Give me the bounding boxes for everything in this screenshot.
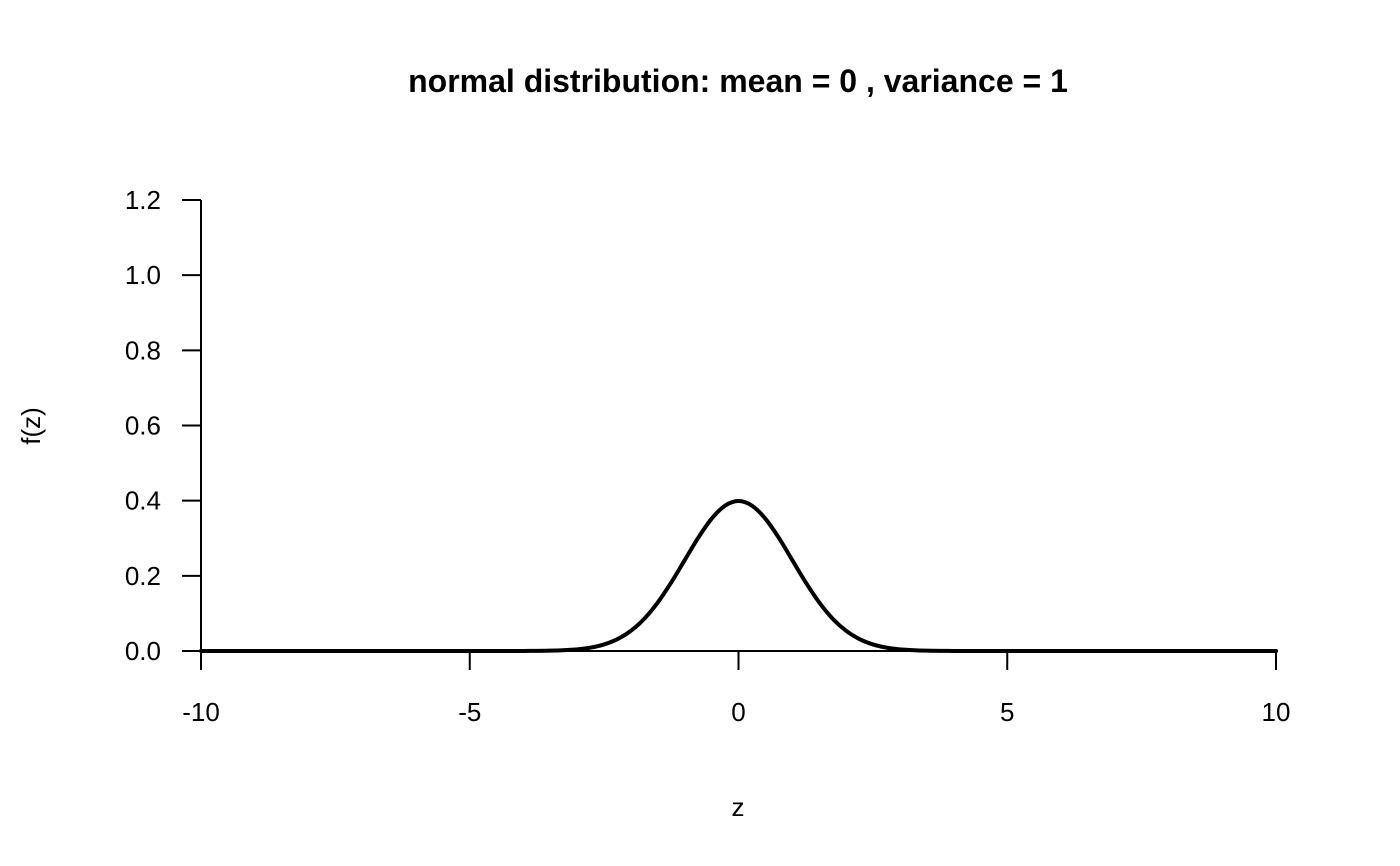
density-curve: [199, 499, 1278, 654]
x-tick-label: 10: [1262, 697, 1291, 727]
plot-area: [199, 499, 1278, 654]
chart-title: normal distribution: mean = 0 , variance…: [408, 63, 1068, 99]
x-tick-label: 5: [1000, 697, 1014, 727]
y-tick-label: 0.8: [125, 335, 161, 365]
x-tick-label: -5: [458, 697, 481, 727]
x-tick-label: -10: [182, 697, 220, 727]
x-tick-label: 0: [731, 697, 745, 727]
y-tick-label: 0.6: [125, 411, 161, 441]
y-axis-label: f(z): [16, 407, 46, 445]
x-axis-label: z: [732, 792, 745, 822]
y-tick-label: 0.0: [125, 636, 161, 666]
y-tick-label: 0.4: [125, 486, 161, 516]
y-tick-label: 1.2: [125, 185, 161, 215]
y-axis: 0.0 0.2 0.4 0.6 0.8 1.0 1.2: [125, 185, 202, 666]
y-tick-label: 1.0: [125, 260, 161, 290]
y-tick-label: 0.2: [125, 561, 161, 591]
x-axis: -10 -5 0 5 10: [182, 650, 1291, 727]
